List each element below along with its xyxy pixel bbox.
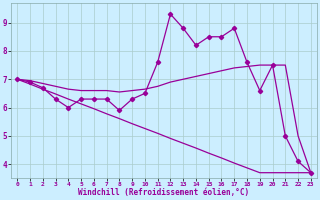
- X-axis label: Windchill (Refroidissement éolien,°C): Windchill (Refroidissement éolien,°C): [78, 188, 250, 197]
